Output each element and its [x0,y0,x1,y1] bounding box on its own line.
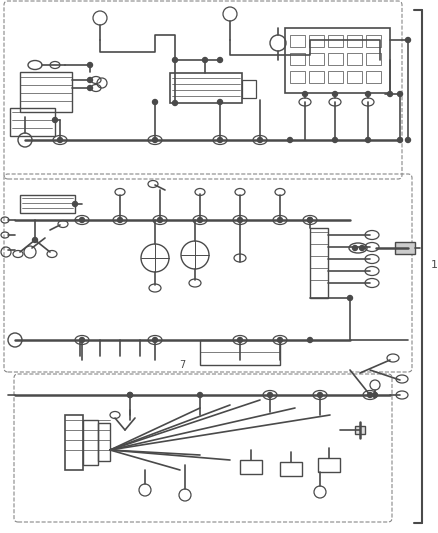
Circle shape [202,58,207,62]
Circle shape [302,92,307,96]
Bar [241,80,255,98]
Circle shape [217,138,222,142]
Circle shape [197,392,202,398]
Bar [327,71,342,83]
Text: 1: 1 [430,260,437,270]
Circle shape [332,138,337,142]
Circle shape [307,337,312,343]
Circle shape [237,217,242,222]
Circle shape [317,392,322,398]
Bar [308,35,323,47]
Circle shape [347,295,352,301]
Bar [284,28,389,93]
Circle shape [287,138,292,142]
Bar [308,53,323,65]
Bar [365,53,380,65]
Circle shape [405,138,410,142]
Circle shape [117,217,122,222]
Bar [279,462,301,476]
Circle shape [79,337,84,343]
Bar [365,71,380,83]
Bar [346,71,361,83]
Bar [20,195,75,213]
Circle shape [172,101,177,106]
Circle shape [396,92,402,96]
Bar [327,53,342,65]
Circle shape [127,392,132,398]
Bar [346,35,361,47]
Circle shape [87,85,92,91]
Circle shape [307,217,312,222]
Circle shape [152,100,157,104]
Bar [354,426,364,434]
Bar [200,340,279,365]
Bar [20,72,72,112]
Bar [309,228,327,298]
Circle shape [267,392,272,398]
Circle shape [152,138,157,142]
Circle shape [277,337,282,343]
Circle shape [387,92,392,96]
Circle shape [352,246,357,251]
Circle shape [152,337,157,343]
Bar [290,35,304,47]
Circle shape [405,37,410,43]
Bar [83,420,98,465]
Circle shape [257,138,262,142]
Circle shape [87,62,92,68]
Circle shape [79,217,84,222]
Circle shape [396,138,402,142]
Circle shape [72,201,78,206]
Bar [10,108,55,136]
Circle shape [237,337,242,343]
Bar [308,71,323,83]
Circle shape [87,77,92,83]
Circle shape [217,58,222,62]
Circle shape [365,92,370,96]
Bar [346,53,361,65]
Circle shape [127,392,132,398]
Circle shape [372,392,377,398]
Circle shape [359,246,364,251]
Bar [98,423,110,461]
Bar [170,73,241,103]
Circle shape [197,217,202,222]
Bar [240,460,261,474]
Text: 7: 7 [179,360,185,370]
Bar [290,53,304,65]
Circle shape [367,392,372,398]
Bar [317,458,339,472]
Circle shape [57,138,62,142]
Circle shape [172,58,177,62]
Circle shape [365,138,370,142]
Circle shape [157,217,162,222]
Bar [327,35,342,47]
Circle shape [53,117,57,123]
Circle shape [217,100,222,104]
Circle shape [32,238,37,243]
Bar [290,71,304,83]
Circle shape [307,217,312,222]
Bar [65,415,83,470]
Circle shape [332,92,337,96]
Bar [394,242,414,254]
Circle shape [277,217,282,222]
Bar [365,35,380,47]
